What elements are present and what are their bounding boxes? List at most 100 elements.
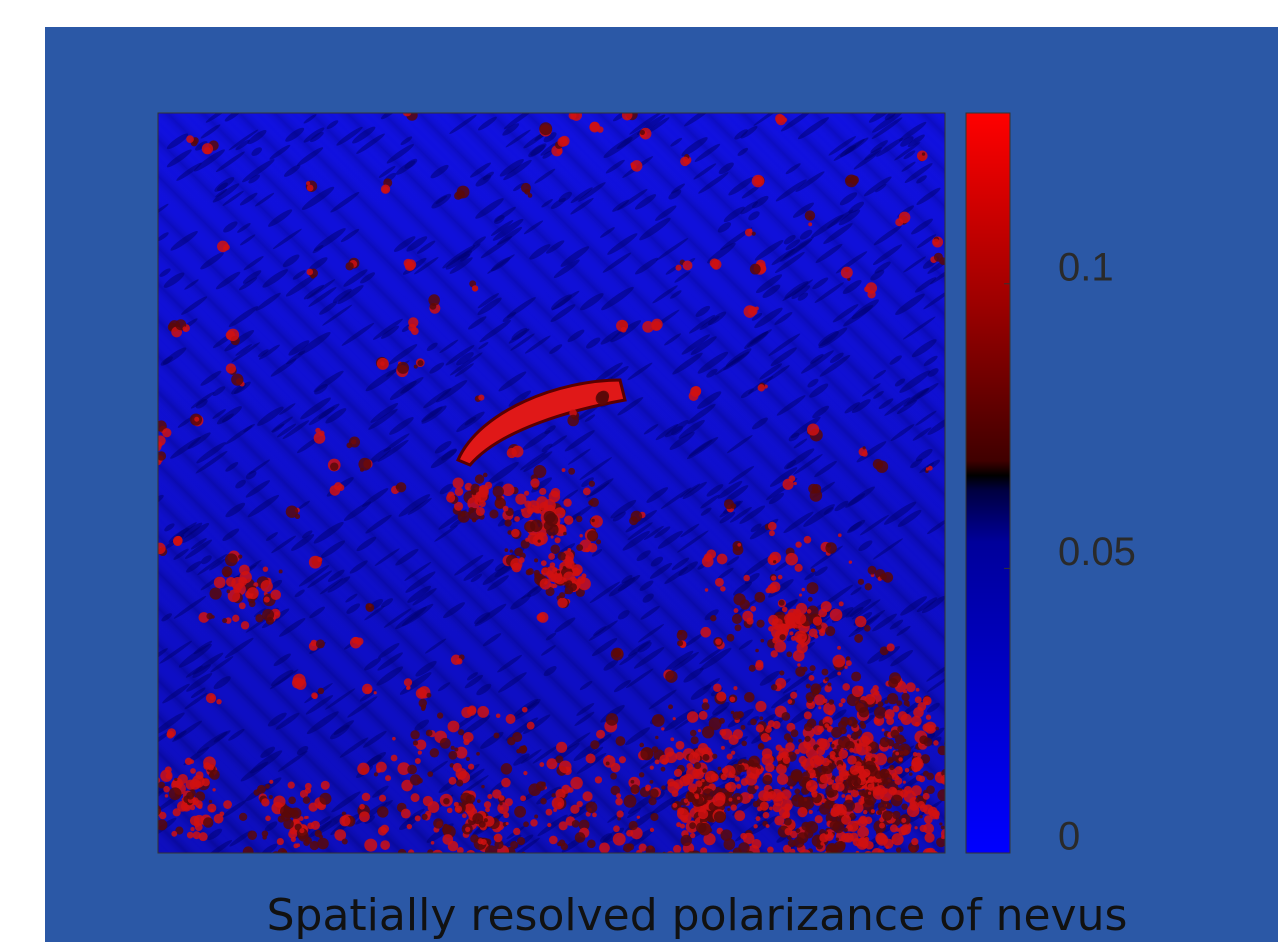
texture: [232, 615, 239, 622]
texture: [539, 502, 548, 511]
texture: [649, 789, 659, 799]
texture: [731, 804, 737, 810]
texture: [163, 786, 170, 793]
texture: [187, 832, 194, 839]
texture: [756, 724, 764, 732]
texture: [619, 756, 626, 763]
texture: [814, 634, 818, 638]
texture: [197, 804, 202, 809]
texture: [548, 553, 555, 560]
texture: [934, 253, 943, 262]
texture: [863, 446, 866, 449]
texture: [926, 467, 929, 470]
texture: [829, 818, 832, 821]
texture: [606, 762, 610, 766]
texture: [752, 232, 756, 236]
texture: [319, 793, 331, 805]
texture: [784, 803, 792, 811]
texture: [887, 643, 895, 651]
texture: [734, 608, 739, 613]
texture: [876, 834, 888, 846]
texture: [453, 763, 462, 772]
texture: [895, 752, 899, 756]
texture: [190, 779, 201, 790]
texture: [922, 152, 925, 155]
texture: [475, 474, 484, 483]
texture: [849, 748, 854, 753]
texture: [472, 285, 478, 291]
texture: [829, 699, 835, 705]
texture: [939, 822, 942, 825]
texture: [790, 692, 797, 699]
texture: [415, 815, 421, 821]
texture: [583, 488, 591, 496]
texture: [511, 529, 520, 538]
texture: [167, 732, 172, 737]
texture: [715, 578, 724, 587]
texture: [895, 735, 905, 745]
texture: [839, 768, 848, 777]
texture: [810, 665, 816, 671]
texture: [562, 137, 568, 143]
texture: [448, 721, 460, 733]
texture: [546, 809, 553, 816]
texture: [503, 506, 509, 512]
texture: [209, 800, 212, 803]
texture: [587, 530, 598, 541]
texture: [909, 801, 919, 811]
texture: [785, 828, 793, 836]
texture: [784, 818, 792, 826]
texture: [262, 609, 274, 621]
texture: [165, 794, 169, 798]
texture: [900, 789, 908, 797]
texture: [238, 554, 242, 558]
texture: [416, 688, 427, 699]
texture: [599, 843, 610, 854]
texture: [570, 777, 583, 790]
texture: [572, 820, 580, 828]
texture: [506, 822, 509, 825]
texture: [195, 771, 203, 779]
texture: [651, 319, 662, 330]
texture: [470, 834, 478, 842]
texture: [901, 714, 912, 725]
texture: [748, 794, 753, 799]
texture: [309, 803, 318, 812]
texture: [295, 678, 307, 690]
texture: [830, 755, 835, 760]
texture: [924, 833, 934, 843]
texture: [788, 839, 796, 847]
caption: Spatially resolved polarizance of nevus: [267, 890, 1128, 941]
texture: [592, 813, 597, 818]
texture: [787, 699, 792, 704]
texture: [595, 776, 602, 783]
texture: [521, 183, 531, 193]
texture: [758, 790, 769, 801]
texture: [539, 488, 546, 495]
texture: [920, 825, 927, 832]
texture: [684, 799, 688, 803]
texture: [538, 539, 541, 542]
texture: [428, 294, 440, 306]
texture: [712, 794, 725, 807]
texture: [396, 485, 400, 489]
texture: [534, 815, 538, 819]
texture: [588, 543, 597, 552]
texture: [345, 262, 353, 270]
texture: [466, 487, 469, 490]
texture: [178, 774, 188, 784]
texture: [807, 423, 819, 435]
texture: [616, 736, 626, 746]
texture: [513, 828, 520, 835]
texture: [677, 807, 684, 814]
texture: [923, 793, 930, 800]
texture: [775, 114, 784, 123]
texture: [639, 772, 644, 777]
texture: [442, 824, 452, 834]
texture: [550, 545, 560, 555]
texture: [863, 810, 867, 814]
texture: [225, 553, 238, 566]
texture: [247, 587, 259, 599]
texture: [590, 498, 599, 507]
texture: [818, 706, 821, 709]
